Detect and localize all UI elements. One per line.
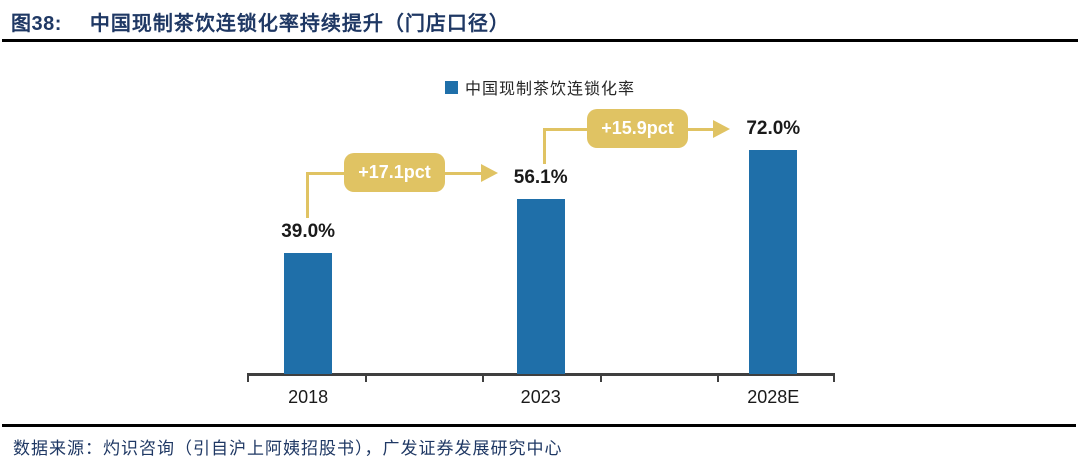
axis-tick	[364, 376, 367, 382]
legend: 中国现制茶饮连锁化率	[444, 75, 636, 99]
axis-tick	[717, 376, 720, 382]
source-note: 数据来源：灼识咨询（引自沪上阿姨招股书），广发证券发展研究中心	[13, 439, 563, 459]
bar-value-label: 72.0%	[746, 117, 801, 139]
x-tick-label: 2028E	[747, 387, 800, 407]
x-tick-label: 2018	[288, 387, 329, 407]
figure-header: 图38: 中国现制茶饮连锁化率持续提升（门店口径）	[11, 7, 510, 36]
bar-value-label: 56.1%	[513, 167, 568, 189]
legend-label: 中国现制茶饮连锁化率	[464, 79, 636, 98]
legend-color-swatch	[444, 80, 458, 94]
title-divider	[2, 39, 1078, 42]
bar-2018	[284, 252, 333, 374]
axis-tick	[599, 376, 602, 382]
axis-tick	[833, 376, 835, 382]
figure-number-label: 图38:	[11, 13, 62, 35]
bar-2028E	[749, 149, 798, 374]
bar-value-label: 39.0%	[281, 220, 336, 242]
x-axis	[247, 373, 835, 376]
footer-divider	[2, 424, 1076, 427]
axis-tick	[247, 376, 249, 382]
bar-2023	[516, 199, 565, 374]
plot-area: 39.0% 2018 56.1% 2023 72.0% 2028E	[247, 100, 835, 407]
axis-tick	[482, 376, 485, 382]
x-tick-label: 2023	[520, 387, 561, 407]
figure-title: 中国现制茶饮连锁化率持续提升（门店口径）	[89, 11, 510, 35]
